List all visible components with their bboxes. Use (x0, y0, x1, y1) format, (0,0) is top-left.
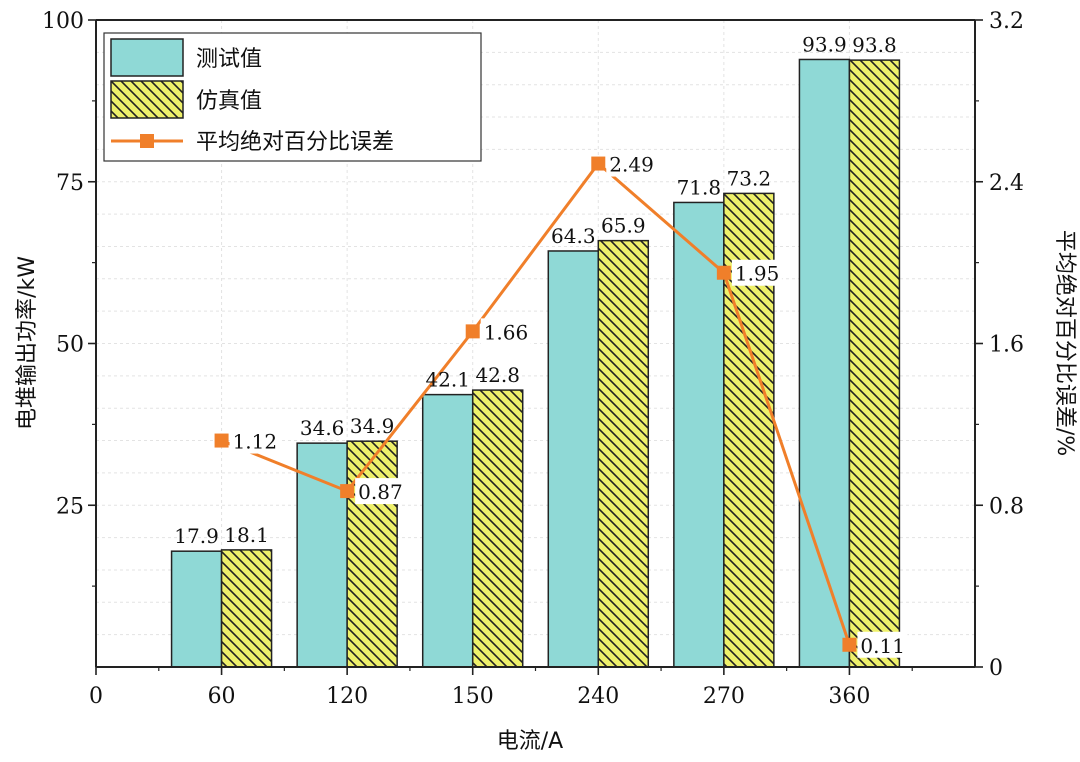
error-label-bg-60 (229, 427, 280, 454)
bar-test-360 (798, 58, 851, 668)
x-tick-label-150: 150 (452, 684, 494, 709)
x-tick-label-240: 240 (577, 684, 619, 709)
bar-sim-240 (597, 239, 650, 668)
error-point-360 (842, 637, 857, 652)
bar-sim-360 (848, 59, 901, 668)
legend-swatch-test (110, 38, 184, 77)
y2-tick-label-0.8: 0.8 (989, 494, 1024, 519)
y-tick-label-25: 25 (56, 494, 84, 519)
error-label-60: 1.12 (233, 430, 278, 454)
data-labels: 17.9 18.1 34.6 34.9 42.1 42.8 64.3 65.9 71.8 73.2… (174, 32, 908, 658)
error-label-360: 0.11 (860, 634, 905, 658)
error-point-60 (214, 433, 229, 448)
bar-label-sim-120: 34.9 (350, 414, 395, 438)
x-tick-label-120: 120 (326, 684, 368, 709)
error-label-120: 0.87 (358, 480, 403, 504)
error-label-bg-120 (355, 478, 406, 505)
error-label-270: 1.95 (735, 262, 780, 286)
bar-label-test-240: 64.3 (551, 224, 596, 248)
bar-label-sim-270: 73.2 (727, 166, 772, 190)
bar-label-test-150: 42.1 (425, 368, 470, 392)
y2-tick-label-0: 0 (989, 656, 1003, 681)
x-tick-label-0: 0 (89, 684, 103, 709)
y2-tick-label-2.4: 2.4 (989, 171, 1024, 196)
legend-label-test: 测试值 (196, 47, 262, 72)
legend: 测试值 仿真值 平均绝对百分比误差 (103, 32, 482, 162)
axes: 0 60 120 150 240 270 360 25 50 75 100 0 0.8 1.6 2.4 3.2 (42, 9, 1024, 709)
error-point-240 (591, 156, 606, 171)
error-label-bg-150 (480, 318, 531, 345)
bar-label-test-60: 17.9 (174, 524, 219, 548)
x-tick-label-360: 360 (828, 684, 870, 709)
y-axis-title: 电堆输出功率/kW (15, 256, 40, 430)
bar-label-sim-60: 18.1 (224, 523, 269, 547)
bar-sim-150 (471, 389, 524, 668)
bar-label-sim-240: 65.9 (601, 214, 646, 238)
error-point-150 (465, 324, 480, 339)
y-tick-label-75: 75 (56, 171, 84, 196)
legend-label-sim: 仿真值 (196, 89, 262, 114)
bar-test-150 (421, 393, 474, 668)
bar-label-test-360: 93.9 (802, 32, 847, 56)
bar-label-test-270: 71.8 (677, 175, 722, 199)
bar-label-sim-360: 93.8 (852, 33, 897, 57)
x-tick-label-60: 60 (208, 684, 236, 709)
y2-axis-title: 平均绝对百分比误差/% (1052, 230, 1077, 456)
bar-test-120 (296, 442, 348, 668)
error-label-240: 2.49 (609, 153, 654, 177)
x-axis-title: 电流/A (497, 729, 563, 754)
bar-label-sim-150: 42.8 (475, 363, 520, 387)
error-label-bg-270 (731, 259, 782, 286)
error-point-270 (716, 265, 731, 280)
y-tick-label-100: 100 (42, 9, 84, 34)
legend-marker-swatch (140, 134, 154, 148)
bar-sim-120 (346, 440, 398, 668)
error-label-bg-360 (857, 631, 908, 658)
error-label-bg-240 (606, 150, 657, 177)
legend-label-error: 平均绝对百分比误差 (196, 130, 394, 155)
error-point-120 (340, 484, 355, 499)
bar-label-test-120: 34.6 (300, 416, 345, 440)
error-line-series (214, 156, 857, 652)
x-tick-label-270: 270 (703, 684, 745, 709)
bar-test-270 (673, 201, 725, 668)
bar-test-240 (547, 250, 600, 668)
legend-swatch-sim (110, 80, 184, 119)
y2-tick-label-1.6: 1.6 (989, 333, 1024, 358)
bar-sim-60 (220, 549, 273, 668)
error-line (221, 161, 851, 646)
error-label-150: 1.66 (484, 320, 529, 344)
y-tick-label-50: 50 (56, 333, 84, 358)
bar-test-60 (170, 550, 223, 668)
y2-tick-label-3.2: 3.2 (989, 9, 1024, 34)
